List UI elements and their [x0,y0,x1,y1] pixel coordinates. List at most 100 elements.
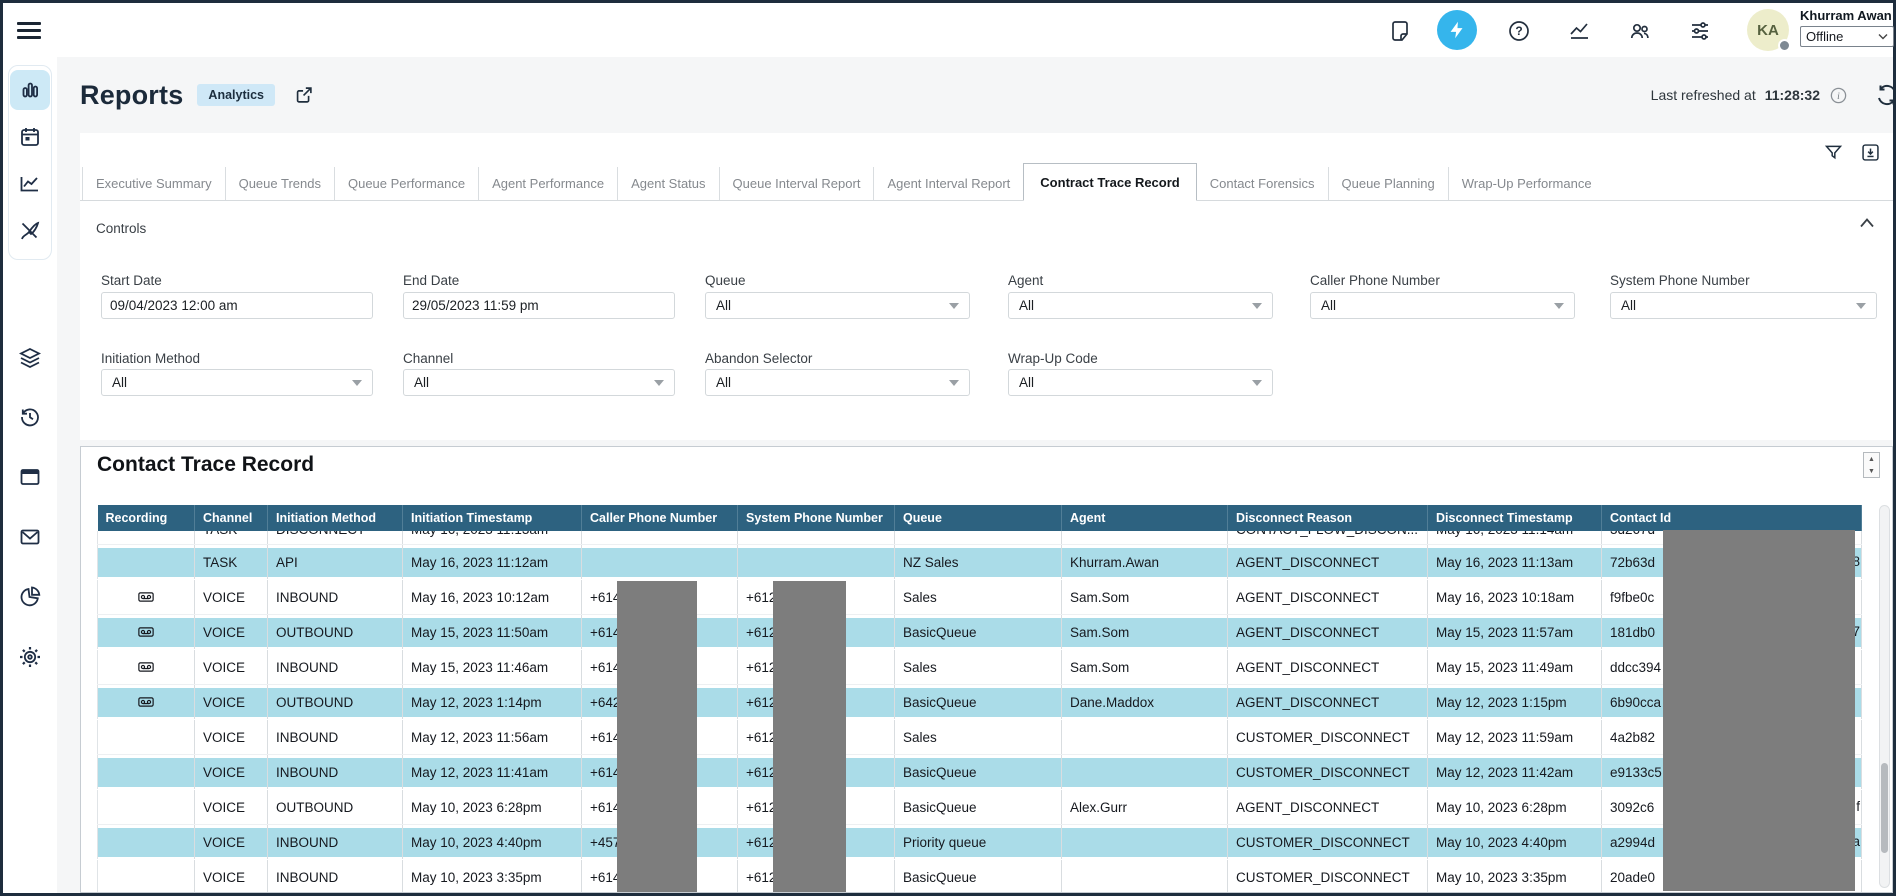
cell-queue: NZ Sales [895,545,1062,580]
sidebar-item-dashboards[interactable] [10,577,50,617]
table-row[interactable]: VOICEINBOUNDMay 16, 2023 10:12am+614+612… [98,580,1862,615]
recording-icon[interactable] [137,659,155,675]
table-row[interactable]: VOICEINBOUNDMay 15, 2023 11:46am+614+612… [98,650,1862,685]
table-row[interactable]: VOICEINBOUNDMay 12, 2023 11:41am+614+612… [98,755,1862,790]
cell-initiation-timestamp: May 12, 2023 11:41am [403,755,582,790]
filter-channel-select[interactable]: All [403,369,675,396]
tab-wrap-up-performance[interactable]: Wrap-Up Performance [1448,167,1605,200]
filter-initiation-method-select[interactable]: All [101,369,373,396]
filter-start-date-input[interactable] [101,292,373,319]
table-title: Contact Trace Record [97,453,314,477]
hamburger-menu-icon[interactable] [17,18,41,42]
table-row[interactable]: TASKAPIMay 16, 2023 11:12amNZ SalesKhurr… [98,545,1862,580]
tab-agent-performance[interactable]: Agent Performance [478,167,617,200]
col-queue: Queue [895,505,1062,531]
download-icon[interactable] [1860,142,1881,163]
avatar[interactable]: KA [1747,9,1789,51]
cell-channel: VOICE [195,755,268,790]
filter-label-agent: Agent [1008,273,1043,288]
user-name: Khurram Awan [1800,8,1896,23]
table-row[interactable]: VOICEINBOUNDMay 10, 2023 4:40pm+457+612P… [98,825,1862,860]
cell-initiation-method: INBOUND [268,825,403,860]
sidebar-item-schedule[interactable] [10,117,50,157]
table-row[interactable]: VOICEOUTBOUNDMay 15, 2023 11:50am+614+61… [98,615,1862,650]
boost-lightning-icon[interactable] [1437,10,1477,50]
tab-agent-status[interactable]: Agent Status [617,167,718,200]
refresh-icon[interactable] [1875,83,1896,107]
cell-initiation-timestamp: May 16, 2023 10:12am [403,580,582,615]
table-stepper: ▲ ▼ [1863,452,1880,478]
cell-disconnect-timestamp: May 10, 2023 4:40pm [1428,825,1602,860]
tab-queue-performance[interactable]: Queue Performance [334,167,478,200]
table-row[interactable]: VOICEOUTBOUNDMay 10, 2023 6:28pm+614+612… [98,790,1862,825]
sidebar-item-reports[interactable] [10,70,50,110]
tab-contact-forensics[interactable]: Contact Forensics [1197,167,1328,200]
filter-queue-select[interactable]: All [705,292,970,319]
dropdown-caret-icon [1252,303,1262,309]
sidebar-item-settings[interactable] [10,637,50,677]
filter-wrap-up-code-select[interactable]: All [1008,369,1273,396]
filter-caller-phone-number-select[interactable]: All [1310,292,1575,319]
tab-queue-planning[interactable]: Queue Planning [1328,167,1448,200]
sidebar-item-flows[interactable] [10,338,50,378]
filter-end-date-input[interactable] [403,292,675,319]
table-scrollbar[interactable] [1879,505,1890,888]
dropdown-caret-icon [949,303,959,309]
table-row[interactable]: VOICEINBOUNDMay 10, 2023 3:35pm+614+612B… [98,860,1862,894]
ctr-table: RecordingChannelInitiation MethodInitiat… [97,505,1862,893]
tab-queue-interval-report[interactable]: Queue Interval Report [719,167,874,200]
notes-icon[interactable] [1388,19,1412,43]
stepper-down-button[interactable]: ▼ [1864,465,1879,477]
filter-system-phone-number-select[interactable]: All [1610,292,1877,319]
design-brush-icon [18,219,42,243]
filter-label-system-phone-number: System Phone Number [1610,273,1750,288]
panel-actions [80,133,1893,165]
table-scrollbar-thumb[interactable] [1881,763,1888,853]
dropdown-caret-icon [1554,303,1564,309]
cell-recording [98,531,195,545]
filter-label-channel: Channel [403,351,453,366]
help-icon[interactable]: ? [1507,19,1531,43]
recording-icon[interactable] [137,694,155,710]
cell-initiation-timestamp: May 10, 2023 6:28pm [403,790,582,825]
sidebar-item-analytics[interactable] [10,164,50,204]
filter-abandon-selector-select[interactable]: All [705,369,970,396]
sidebar-item-workspace[interactable] [10,457,50,497]
tab-executive-summary[interactable]: Executive Summary [82,167,225,200]
filter-icon[interactable] [1823,142,1844,163]
line-chart-icon [18,172,42,196]
sidebar-item-history[interactable] [10,397,50,437]
chevron-up-icon [1859,217,1875,229]
status-select[interactable]: Offline [1800,26,1894,47]
filter-agent-select[interactable]: All [1008,292,1273,319]
info-icon[interactable]: i [1829,86,1848,105]
external-link-icon[interactable] [293,84,315,106]
cell-disconnect-reason: CONTACT_FLOW_DISCON... [1228,531,1428,545]
table-row[interactable]: TASKDISCONNECTMay 16, 2023 11:13amCONTAC… [98,531,1862,545]
recording-icon[interactable] [137,589,155,605]
cell-queue: Sales [895,720,1062,755]
recording-icon[interactable] [137,624,155,640]
cell-disconnect-reason: AGENT_DISCONNECT [1228,545,1428,580]
avatar-initials: KA [1757,22,1779,39]
cell-agent: Alex.Gurr [1062,790,1228,825]
stepper-up-button[interactable]: ▲ [1864,453,1879,465]
bar-chart-icon [18,78,42,102]
sidebar-report-group [8,65,52,260]
collapse-controls-button[interactable] [1859,217,1875,229]
cell-initiation-timestamp: May 16, 2023 11:13am [403,531,582,545]
tab-queue-trends[interactable]: Queue Trends [225,167,334,200]
metrics-icon[interactable] [1567,19,1591,43]
users-icon[interactable] [1628,19,1652,43]
sidebar-item-design[interactable] [10,211,50,251]
table-wrap: RecordingChannelInitiation MethodInitiat… [97,505,1862,893]
cell-recording [98,650,195,685]
table-row[interactable]: VOICEOUTBOUNDMay 12, 2023 1:14pm+642+612… [98,685,1862,720]
tab-contract-trace-record[interactable]: Contract Trace Record [1023,163,1196,201]
settings-sliders-icon[interactable] [1688,19,1712,43]
tab-agent-interval-report[interactable]: Agent Interval Report [873,167,1023,200]
col-initiation-timestamp: Initiation Timestamp [403,505,582,531]
sidebar-item-messages[interactable] [10,517,50,557]
table-row[interactable]: VOICEINBOUNDMay 12, 2023 11:56am+614+612… [98,720,1862,755]
cell-initiation-method: API [268,545,403,580]
